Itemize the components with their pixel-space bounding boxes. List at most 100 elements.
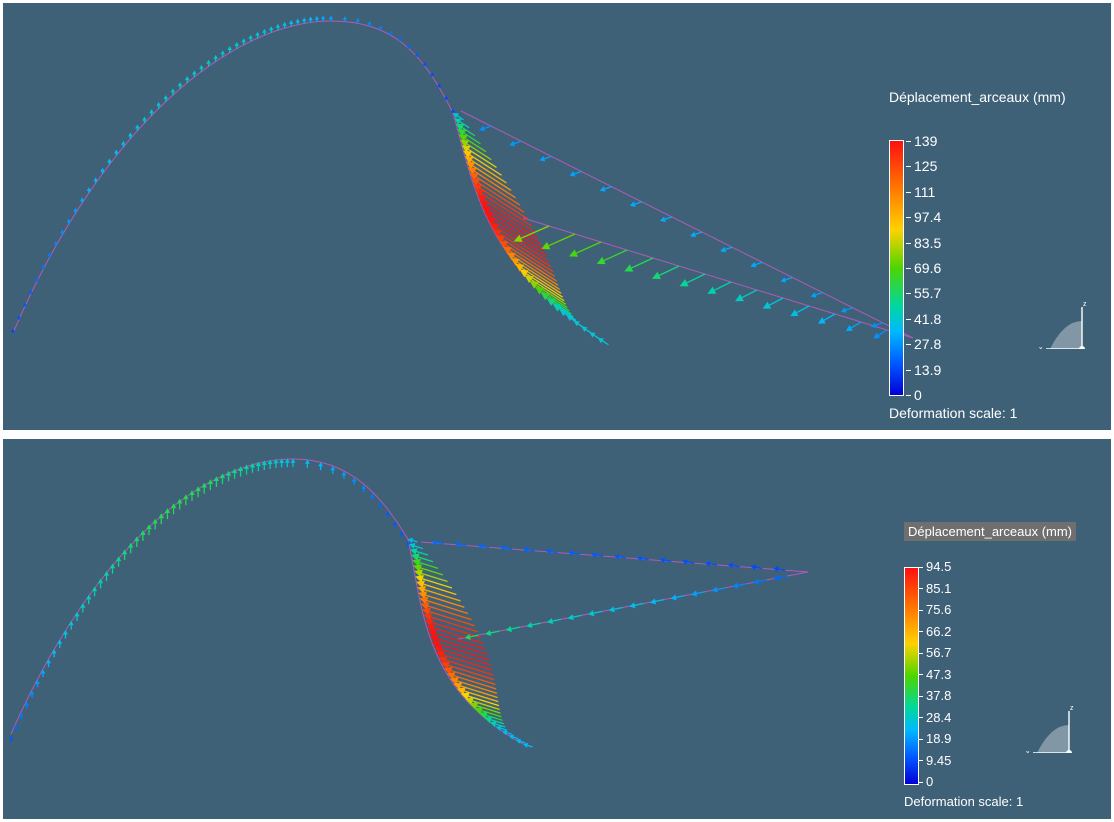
displacement-arrow	[399, 530, 404, 538]
displacement-arrow	[73, 207, 78, 214]
displacement-arrow	[477, 543, 490, 549]
displacement-arrow	[177, 82, 183, 89]
colorbar-tick-label: 69.6	[905, 260, 942, 276]
displacement-arrow	[515, 263, 562, 294]
displacement-arrow	[275, 23, 281, 31]
displacement-arrow	[526, 622, 541, 629]
displacement-arrow	[420, 602, 472, 621]
displacement-arrow	[302, 17, 307, 24]
displacement-arrow	[479, 125, 492, 132]
displacement-arrow	[473, 183, 529, 220]
displacement-arrow	[479, 711, 503, 721]
displacement-arrow	[378, 502, 383, 509]
colorbar-tick-label: 111	[905, 183, 936, 200]
displacement-arrow	[732, 582, 747, 589]
displacement-arrow	[489, 223, 550, 263]
displacement-arrow	[40, 669, 46, 678]
displacement-arrow	[149, 109, 154, 116]
displacement-arrow	[241, 38, 246, 45]
displacement-arrow	[454, 541, 467, 548]
displacement-arrow	[464, 156, 507, 184]
colorbar-tick-label: 66.2	[917, 623, 952, 639]
displacement-arrow	[68, 620, 74, 630]
displacement-arrow	[262, 28, 267, 36]
displacement-arrow	[598, 338, 609, 346]
displacement-arrow	[213, 54, 218, 62]
orientation-axes-icon: z x	[1039, 301, 1087, 349]
displacement-arrow	[415, 575, 453, 589]
displacement-arrow	[248, 34, 253, 42]
displacement-arrow	[361, 485, 366, 492]
displacement-arrow	[457, 128, 481, 145]
displacement-arrow	[284, 458, 290, 468]
displacement-arrow	[659, 216, 673, 222]
displacement-arrow	[545, 548, 558, 555]
displacement-arrow	[8, 735, 14, 742]
displacement-arrow	[569, 170, 582, 177]
displacement-arrow	[455, 123, 476, 137]
displacement-arrow	[443, 666, 496, 686]
displacement-arrow	[613, 553, 626, 560]
displacement-arrow	[870, 322, 884, 328]
displacement-arrow	[279, 458, 285, 468]
displacement-arrow	[471, 178, 525, 213]
displacement-arrow	[225, 470, 232, 482]
axis-x-label: x	[1026, 750, 1030, 753]
displacement-arrow	[569, 241, 602, 257]
displacement-arrow	[170, 88, 176, 96]
displacement-arrow	[659, 557, 672, 564]
displacement-arrow	[446, 671, 497, 690]
displacement-arrow	[437, 83, 442, 88]
displacement-arrow	[13, 724, 19, 731]
displacement-arrow	[355, 18, 360, 24]
displacement-arrow	[773, 566, 786, 572]
displacement-arrow	[28, 289, 33, 294]
viewport-top[interactable]: Déplacement_arceaux (mm) 139 125 111 97.4 83…	[3, 3, 1111, 430]
displacement-arrow	[444, 95, 449, 100]
displacement-arrow	[629, 201, 643, 207]
colorbar-tick-label: 85.1	[917, 580, 952, 596]
displacement-arrow	[177, 498, 183, 510]
deformation-scale-label: Deformation scale: 1	[889, 405, 1018, 421]
displacement-arrow	[19, 712, 24, 720]
colorbar-tick-label: 9.45	[917, 752, 952, 768]
colorbar-tick-label: 0	[917, 774, 934, 789]
colorbar-tick-label: 139	[905, 133, 938, 149]
displacement-arrow	[720, 246, 733, 253]
displacement-arrow	[80, 603, 86, 613]
displacement-arrow	[97, 578, 104, 589]
displacement-arrow	[408, 537, 418, 543]
displacement-arrow	[140, 530, 146, 541]
displacement-arrow	[195, 486, 201, 498]
displacement-arrow	[500, 545, 513, 551]
axis-x-label: x	[1039, 346, 1043, 349]
displacement-arrow	[29, 690, 35, 698]
viewport-bottom[interactable]: Déplacement_arceaux (mm) 94.5 85.1 75.6 66.…	[3, 439, 1111, 819]
vector-field-scene[interactable]	[3, 439, 1111, 819]
displacement-arrow	[351, 477, 357, 485]
displacement-arrow	[515, 738, 526, 744]
displacement-arrow	[60, 229, 65, 235]
displacement-arrow	[288, 20, 294, 27]
displacement-arrow	[780, 276, 793, 283]
displacement-arrow	[464, 633, 479, 640]
displacement-arrow	[818, 313, 836, 324]
displacement-arrow	[435, 651, 493, 671]
vector-field-scene[interactable]	[3, 3, 1111, 430]
displacement-arrow	[873, 329, 888, 339]
displacement-arrow	[128, 132, 133, 139]
displacement-arrow	[519, 269, 564, 298]
displacement-arrow	[189, 490, 195, 502]
displacement-arrow	[114, 149, 119, 156]
displacement-arrow	[92, 586, 98, 597]
displacement-arrow	[267, 459, 273, 469]
colorbar-tick-label: 47.3	[917, 666, 952, 682]
displacement-arrow	[392, 521, 398, 528]
displacement-arrow	[450, 108, 456, 113]
displacement-arrow	[691, 590, 706, 597]
axis-z-label: z	[1083, 301, 1087, 308]
displacement-arrow	[416, 580, 457, 596]
colorbar-tick-label: 97.4	[905, 209, 942, 226]
displacement-arrow	[423, 613, 478, 633]
displacement-arrow	[255, 31, 260, 39]
